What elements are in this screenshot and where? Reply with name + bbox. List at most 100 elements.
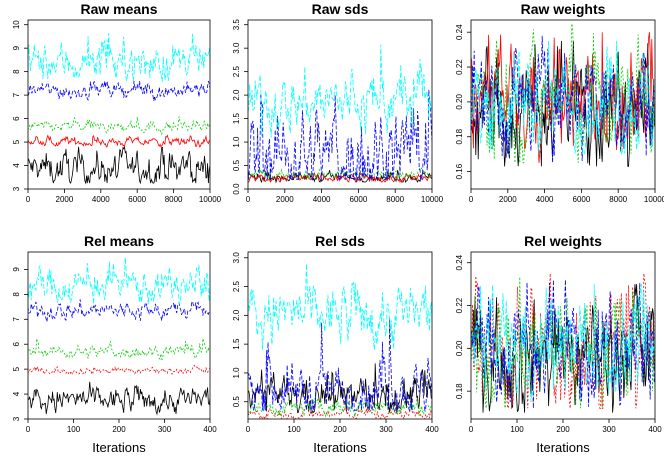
series-line-4 bbox=[471, 284, 655, 402]
plot-frame bbox=[27, 19, 211, 190]
y-tick-label: 0.5 bbox=[232, 396, 241, 408]
x-tick-label: 300 bbox=[379, 425, 393, 434]
x-tick-label: 0 bbox=[469, 425, 474, 434]
y-tick-label: 2.5 bbox=[232, 280, 241, 292]
x-tick-label: 8000 bbox=[609, 195, 627, 204]
y-tick-label: 2.5 bbox=[232, 66, 241, 78]
y-tick-label: 0.16 bbox=[455, 163, 464, 179]
panel-title: Rel sds bbox=[315, 233, 365, 249]
y-tick-label: 10 bbox=[12, 20, 21, 29]
y-tick-label: 0.24 bbox=[455, 254, 464, 270]
series-line-0 bbox=[248, 363, 432, 414]
y-tick-label: 0.22 bbox=[455, 297, 464, 313]
y-tick-label: 2.0 bbox=[232, 309, 241, 321]
y-tick-label: 8 bbox=[12, 69, 21, 74]
y-tick-label: 0.22 bbox=[455, 59, 464, 75]
y-tick-label: 4 bbox=[12, 391, 21, 396]
x-tick-label: 0 bbox=[246, 425, 251, 434]
series-line-2 bbox=[248, 167, 432, 182]
series-line-0 bbox=[28, 145, 210, 185]
y-tick-label: 0.18 bbox=[455, 383, 464, 399]
x-tick-label: 200 bbox=[556, 425, 570, 434]
panel-0: 0 2000 4000 6000 8000 10000 3 4 5 6 7 8 9 10 Raw means bbox=[12, 1, 222, 204]
panel-1: 0 2000 4000 6000 8000 10000 0.0 0.5 1.0 1.5 2.0 2.5… bbox=[232, 1, 444, 204]
y-tick-label: 3.0 bbox=[232, 42, 241, 54]
series-line-2 bbox=[248, 397, 432, 418]
x-tick-label: 10000 bbox=[421, 195, 444, 204]
y-tick-label: 5 bbox=[12, 366, 21, 371]
y-tick-label: 0.0 bbox=[232, 183, 241, 195]
panel-title: Raw weights bbox=[521, 1, 606, 17]
x-tick-label: 4000 bbox=[313, 195, 331, 204]
x-tick-label: 200 bbox=[112, 425, 126, 434]
x-tick-label: 300 bbox=[158, 425, 172, 434]
series-line-4 bbox=[28, 257, 210, 305]
traces bbox=[28, 257, 210, 416]
y-tick-label: 3.0 bbox=[232, 252, 241, 264]
x-tick-label: 100 bbox=[287, 425, 301, 434]
x-axis-label: Iterations bbox=[536, 440, 590, 455]
y-tick-label: 3 bbox=[12, 416, 21, 421]
series-line-2 bbox=[471, 23, 655, 164]
y-tick-label: 3 bbox=[12, 186, 21, 191]
x-tick-label: 400 bbox=[203, 425, 217, 434]
series-line-3 bbox=[471, 35, 655, 163]
x-tick-label: 10000 bbox=[199, 195, 222, 204]
series-line-1 bbox=[248, 171, 432, 184]
y-tick-label: 0.20 bbox=[455, 340, 464, 356]
traces bbox=[28, 32, 210, 185]
panel-title: Raw sds bbox=[312, 1, 369, 17]
x-tick-label: 2000 bbox=[499, 195, 517, 204]
traces bbox=[471, 273, 655, 413]
y-tick-label: 0.18 bbox=[455, 128, 464, 144]
y-tick-label: 8 bbox=[12, 292, 21, 297]
series-line-3 bbox=[28, 80, 210, 101]
series-line-2 bbox=[471, 276, 655, 409]
y-tick-label: 6 bbox=[12, 341, 21, 346]
x-tick-label: 300 bbox=[602, 425, 616, 434]
y-tick-label: 9 bbox=[12, 45, 21, 50]
y-tick-label: 2.0 bbox=[232, 89, 241, 101]
x-tick-label: 0 bbox=[26, 195, 31, 204]
series-line-1 bbox=[28, 364, 210, 376]
x-tick-label: 400 bbox=[425, 425, 439, 434]
series-line-3 bbox=[28, 299, 210, 322]
x-tick-label: 6000 bbox=[350, 195, 368, 204]
y-tick-label: 5 bbox=[12, 139, 21, 144]
x-axis-label: Iterations bbox=[313, 440, 367, 455]
y-tick-label: 3.5 bbox=[232, 19, 241, 31]
x-axis-label: Iterations bbox=[92, 440, 146, 455]
x-tick-label: 6000 bbox=[573, 195, 591, 204]
panel-4: 0 100 200 300 400 0.5 1.0 1.5 2.0 2.5 3.0 Rel sds It… bbox=[232, 233, 439, 455]
x-tick-label: 10000 bbox=[644, 195, 664, 204]
x-tick-label: 0 bbox=[26, 425, 31, 434]
y-tick-label: 4 bbox=[12, 163, 21, 168]
x-tick-label: 100 bbox=[67, 425, 81, 434]
x-tick-label: 0 bbox=[246, 195, 251, 204]
panel-5: 0 100 200 300 400 0.18 0.20 0.22 0.24 Rel weights… bbox=[455, 233, 662, 455]
x-tick-label: 2000 bbox=[56, 195, 74, 204]
y-tick-label: 0.20 bbox=[455, 94, 464, 110]
x-tick-label: 0 bbox=[469, 195, 474, 204]
y-tick-label: 6 bbox=[12, 116, 21, 121]
traces bbox=[471, 23, 655, 167]
y-tick-label: 1.0 bbox=[232, 136, 241, 148]
y-tick-label: 7 bbox=[12, 317, 21, 322]
series-line-4 bbox=[471, 40, 655, 155]
plot-frame bbox=[247, 19, 433, 190]
traces bbox=[248, 44, 432, 184]
x-tick-label: 200 bbox=[333, 425, 347, 434]
series-line-3 bbox=[471, 279, 655, 409]
y-tick-label: 7 bbox=[12, 92, 21, 97]
panel-title: Raw means bbox=[80, 1, 157, 17]
x-tick-label: 100 bbox=[510, 425, 524, 434]
x-tick-label: 400 bbox=[648, 425, 662, 434]
y-tick-label: 1.5 bbox=[232, 112, 241, 124]
panel-title: Rel means bbox=[84, 233, 154, 249]
plot-frame bbox=[470, 19, 656, 190]
traces bbox=[248, 263, 432, 419]
series-line-0 bbox=[471, 284, 655, 413]
series-line-1 bbox=[28, 134, 210, 149]
x-tick-label: 2000 bbox=[276, 195, 294, 204]
